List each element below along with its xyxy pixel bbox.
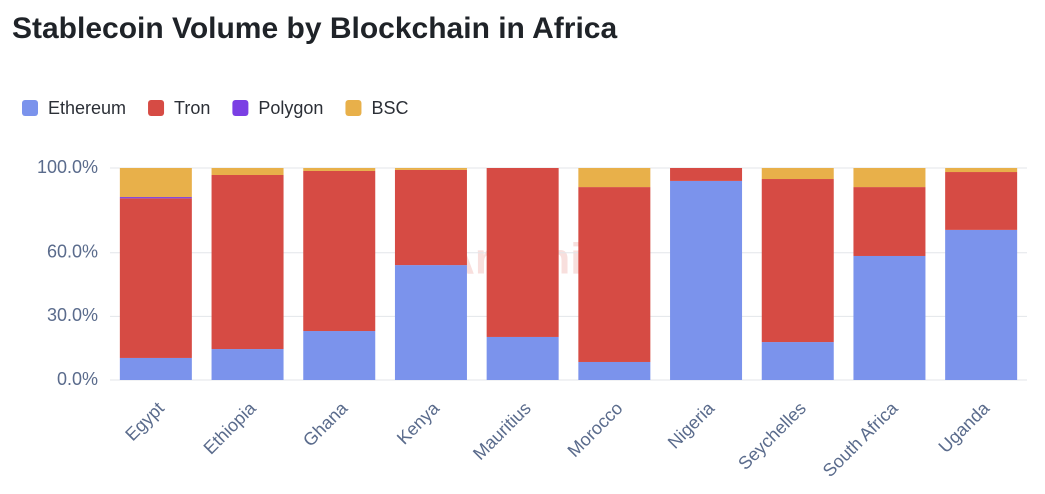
bar-segment bbox=[578, 361, 651, 380]
x-tick-label: South Africa bbox=[819, 397, 902, 480]
legend-label: Tron bbox=[174, 98, 210, 118]
y-tick-label: 100.0% bbox=[37, 157, 98, 177]
bar-segment bbox=[853, 187, 926, 256]
bar-segment bbox=[119, 168, 192, 198]
bar-segment bbox=[761, 342, 834, 380]
bar-segment bbox=[119, 198, 192, 358]
x-tick-label: Egypt bbox=[121, 398, 168, 445]
x-tick-label: Seychelles bbox=[734, 398, 810, 474]
legend-label: BSC bbox=[371, 98, 408, 118]
bar-segment bbox=[486, 336, 559, 380]
bar-segment bbox=[761, 179, 834, 343]
bar-segment bbox=[945, 229, 1018, 380]
x-tick-label: Mauritius bbox=[469, 398, 535, 464]
y-tick-label: 60.0% bbox=[47, 242, 98, 262]
y-tick-label: 0.0% bbox=[57, 369, 98, 389]
bar-segment bbox=[670, 180, 743, 380]
legend-swatch bbox=[22, 100, 38, 116]
bar-segment bbox=[853, 168, 926, 188]
legend-swatch bbox=[232, 100, 249, 116]
bar-segment bbox=[394, 265, 467, 380]
x-tick-label: Uganda bbox=[935, 397, 994, 456]
bar-segment bbox=[853, 255, 926, 380]
bar-segment bbox=[670, 168, 743, 181]
legend-label: Polygon bbox=[258, 98, 323, 118]
legend-swatch bbox=[345, 100, 362, 116]
y-tick-label: 30.0% bbox=[47, 305, 98, 325]
bar-segment bbox=[945, 172, 1018, 230]
bar-segment bbox=[578, 187, 651, 362]
bar-segment bbox=[303, 170, 376, 332]
x-tick-label: Morocco bbox=[564, 398, 627, 461]
bar-segment bbox=[303, 331, 376, 380]
x-tick-label: Kenya bbox=[393, 397, 444, 448]
bar-segment bbox=[119, 357, 192, 380]
x-tick-label: Nigeria bbox=[664, 397, 719, 452]
bar-segment bbox=[394, 169, 467, 266]
bar-segment bbox=[578, 168, 651, 188]
chart-title: Stablecoin Volume by Blockchain in Afric… bbox=[12, 12, 617, 45]
bar-segment bbox=[945, 168, 1018, 173]
legend-swatch bbox=[148, 100, 165, 116]
x-tick-label: Ghana bbox=[299, 397, 352, 450]
bar-segment bbox=[211, 168, 284, 175]
bar-segment bbox=[119, 197, 192, 199]
bar-segment bbox=[761, 168, 834, 180]
bar-segment bbox=[211, 349, 284, 380]
bar-segment bbox=[303, 168, 376, 171]
x-tick-label: Ethiopia bbox=[200, 397, 261, 458]
bar-segment bbox=[486, 168, 559, 337]
bar-segment bbox=[211, 174, 284, 350]
bar-segment bbox=[394, 168, 467, 170]
legend-label: Ethereum bbox=[48, 98, 126, 118]
